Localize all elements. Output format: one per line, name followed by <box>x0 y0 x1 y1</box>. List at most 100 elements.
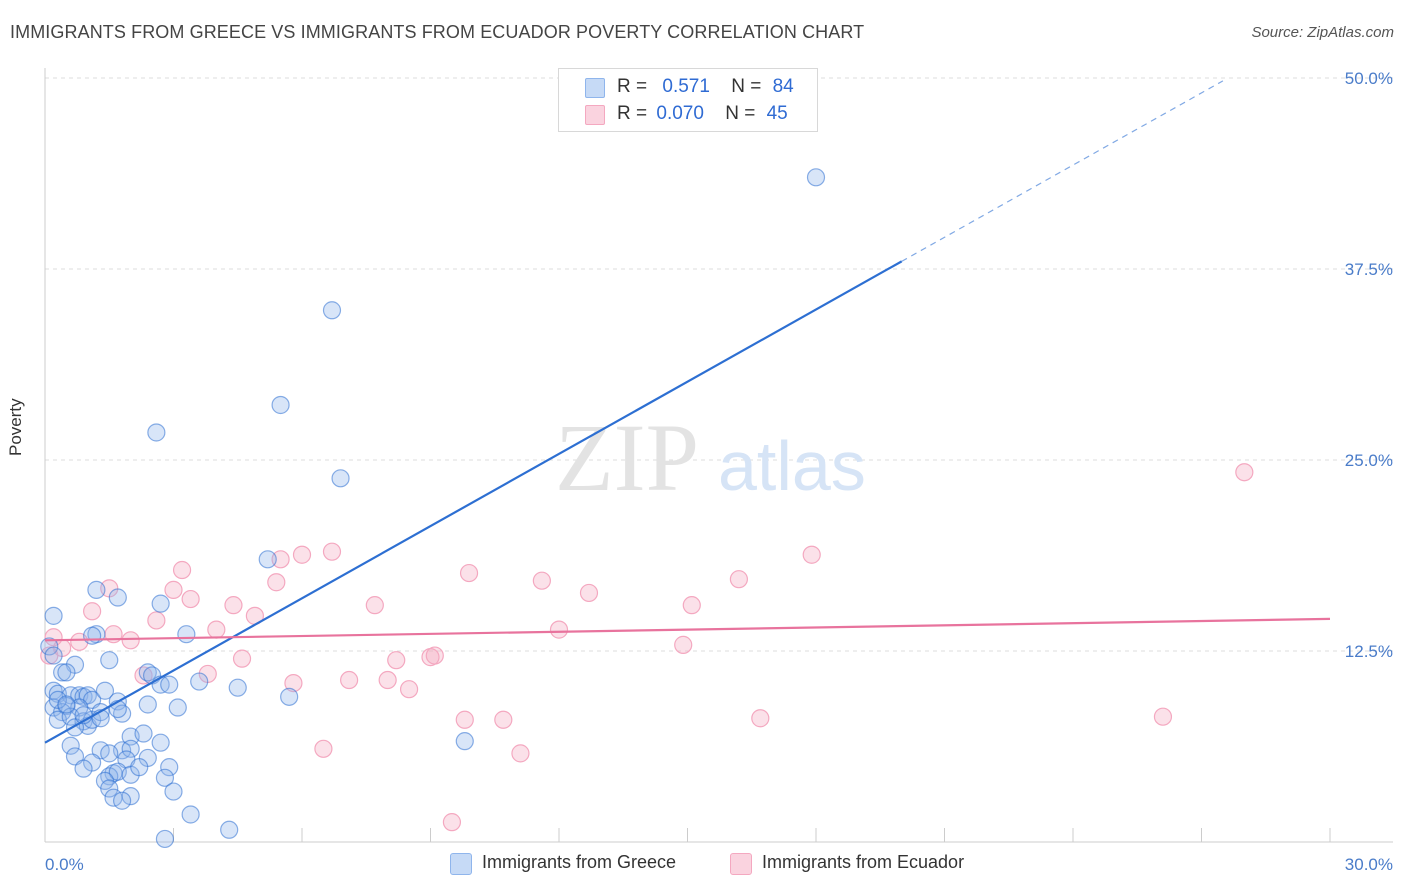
x-tick-label: 0.0% <box>45 855 84 874</box>
ecuador-point <box>181 589 200 609</box>
ecuador-point <box>802 545 821 564</box>
ecuador-point <box>425 646 444 665</box>
ecuador-point <box>579 583 599 603</box>
greece-point <box>331 469 350 488</box>
greece-trend-extension <box>901 80 1224 262</box>
greece-point <box>151 733 170 752</box>
greece-point <box>83 626 102 645</box>
greece-point <box>160 675 179 694</box>
greece-point <box>220 820 239 839</box>
greece-point <box>228 678 247 697</box>
source-label: Source: ZipAtlas.com <box>1251 24 1394 41</box>
legend-greece-n-value: 84 <box>772 76 794 97</box>
x-tick-labels: 0.0% 30.0% <box>45 855 1393 874</box>
ecuador-point <box>164 580 183 599</box>
ecuador-point <box>549 620 569 639</box>
greece-point <box>87 580 106 599</box>
legend-greece-r-label: R = <box>617 76 648 97</box>
legend-ecuador-r-label: R = <box>617 103 648 124</box>
legend-swatch-ecuador-bottom <box>730 853 752 875</box>
greece-point <box>155 768 175 787</box>
ecuador-point <box>365 596 384 615</box>
greece-point <box>57 695 76 714</box>
ecuador-point <box>511 744 530 763</box>
greece-point <box>147 423 166 442</box>
trend-lines <box>44 80 1331 744</box>
ecuador-point <box>682 596 701 615</box>
ecuador-point <box>442 813 462 832</box>
greece-point <box>271 395 290 415</box>
ecuador-point <box>459 563 479 583</box>
ecuador-trend-line <box>44 617 1331 642</box>
greece-point <box>44 646 63 665</box>
ecuador-point <box>83 602 102 621</box>
greece-point <box>108 588 127 607</box>
watermark: ZIP atlas <box>555 404 866 511</box>
y-tick-label: 50.0% <box>1345 69 1393 88</box>
ecuador-point <box>399 680 419 699</box>
ecuador-point <box>207 620 226 639</box>
ecuador-point <box>532 571 551 590</box>
ecuador-point <box>378 670 397 690</box>
y-tick-label: 12.5% <box>1345 642 1393 661</box>
ecuador-point <box>284 673 303 693</box>
ecuador-point <box>1153 707 1173 726</box>
ecuador-point <box>729 570 749 589</box>
greece-point <box>138 695 157 714</box>
greece-point <box>806 168 826 187</box>
x-tick-label: 30.0% <box>1345 855 1393 874</box>
greece-point <box>164 782 183 801</box>
greece-point <box>151 594 170 613</box>
greece-point <box>100 651 119 670</box>
y-tick-labels: 12.5% 25.0% 37.5% 50.0% <box>1345 69 1393 661</box>
greece-point <box>258 550 277 569</box>
grid-lines <box>45 77 1393 652</box>
greece-point <box>48 690 67 709</box>
y-tick-label: 25.0% <box>1345 451 1393 470</box>
greece-point <box>155 829 175 849</box>
y-axis-label: Poverty <box>6 398 25 456</box>
ecuador-point <box>232 649 252 668</box>
greece-point <box>181 805 200 824</box>
greece-point <box>95 681 115 700</box>
greece-point <box>44 606 63 625</box>
greece-point <box>100 779 119 798</box>
greece-point <box>177 625 196 644</box>
ecuador-point <box>147 611 166 630</box>
ecuador-point <box>121 631 140 650</box>
y-tick-label: 37.5% <box>1345 260 1393 279</box>
legend-swatch-greece-bottom <box>450 853 472 875</box>
greece-point <box>168 698 187 717</box>
ecuador-point <box>387 651 406 670</box>
ecuador-point <box>40 646 59 665</box>
greece-point <box>322 301 342 320</box>
greece-point <box>112 791 132 810</box>
legend-ecuador-r-value: 0.070 <box>656 103 704 124</box>
greece-point <box>108 699 127 719</box>
watermark-atlas: atlas <box>718 427 866 505</box>
ecuador-point <box>292 545 312 564</box>
ecuador-point <box>267 573 286 592</box>
ecuador-point <box>674 635 693 654</box>
greece-point <box>40 637 59 656</box>
greece-point <box>53 663 72 682</box>
greece-point <box>160 758 179 777</box>
ecuador-point <box>751 709 770 728</box>
greece-points <box>40 168 826 849</box>
ecuador-point <box>322 542 342 561</box>
legend-swatch-greece <box>585 78 605 98</box>
greece-point <box>134 724 153 743</box>
legend-ecuador-n-label: N = <box>725 103 756 124</box>
greece-point <box>74 759 93 778</box>
ecuador-point <box>172 560 192 580</box>
ecuador-point <box>314 739 333 758</box>
legend-greece-r-value: 0.571 <box>662 76 710 97</box>
greece-point <box>100 744 119 763</box>
ecuador-point <box>494 710 513 729</box>
greece-point <box>121 739 140 758</box>
greece-point <box>61 736 80 755</box>
correlation-legend: R = 0.571 N = 84 R = 0.070 N = 45 <box>558 68 818 132</box>
ecuador-point <box>271 550 290 569</box>
legend-swatch-ecuador <box>585 105 605 125</box>
